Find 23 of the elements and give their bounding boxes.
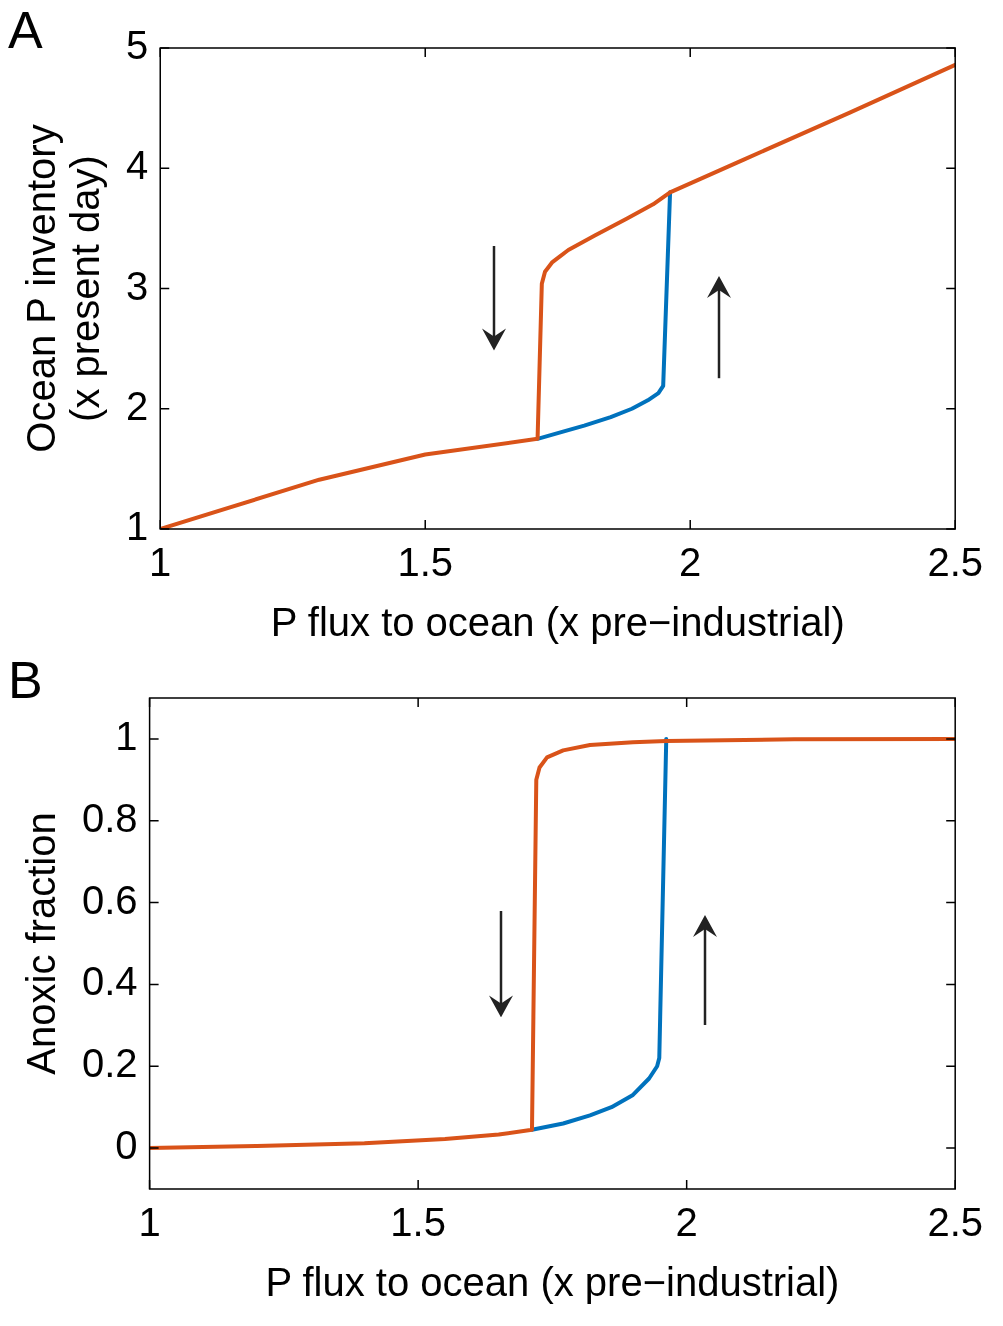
- chart-title: B: [8, 650, 43, 710]
- y-tick-label: 0.4: [82, 959, 138, 1004]
- x-tick-label: 2: [675, 1200, 698, 1245]
- y-tick-label: 2: [126, 383, 149, 428]
- x-axis-title: P flux to ocean (x pre−industrial): [265, 1260, 840, 1305]
- y-tick-label: 0.8: [82, 795, 138, 840]
- y-tick-label: 5: [126, 23, 149, 68]
- y-tick-label: 4: [126, 143, 149, 188]
- x-tick-label: 1.5: [390, 1200, 446, 1245]
- chart-title: A: [8, 0, 43, 60]
- x-tick-label: 2.5: [927, 1200, 983, 1245]
- y-tick-label: 1: [115, 713, 138, 758]
- y-tick-label: 0.2: [82, 1041, 138, 1086]
- y-tick-label: 3: [126, 263, 149, 308]
- y-tick-label: 1: [126, 504, 149, 549]
- x-tick-label: 2.5: [927, 540, 983, 585]
- x-tick-label: 1.5: [397, 540, 454, 585]
- y-axis-title: Anoxic fraction: [19, 812, 64, 1075]
- y-axis-title: Ocean P inventory (x present day): [19, 124, 108, 453]
- y-tick-label: 0.6: [82, 877, 138, 922]
- x-tick-label: 2: [679, 540, 702, 585]
- y-tick-label: 0: [115, 1123, 138, 1168]
- x-axis-title: P flux to ocean (x pre−industrial): [270, 600, 845, 645]
